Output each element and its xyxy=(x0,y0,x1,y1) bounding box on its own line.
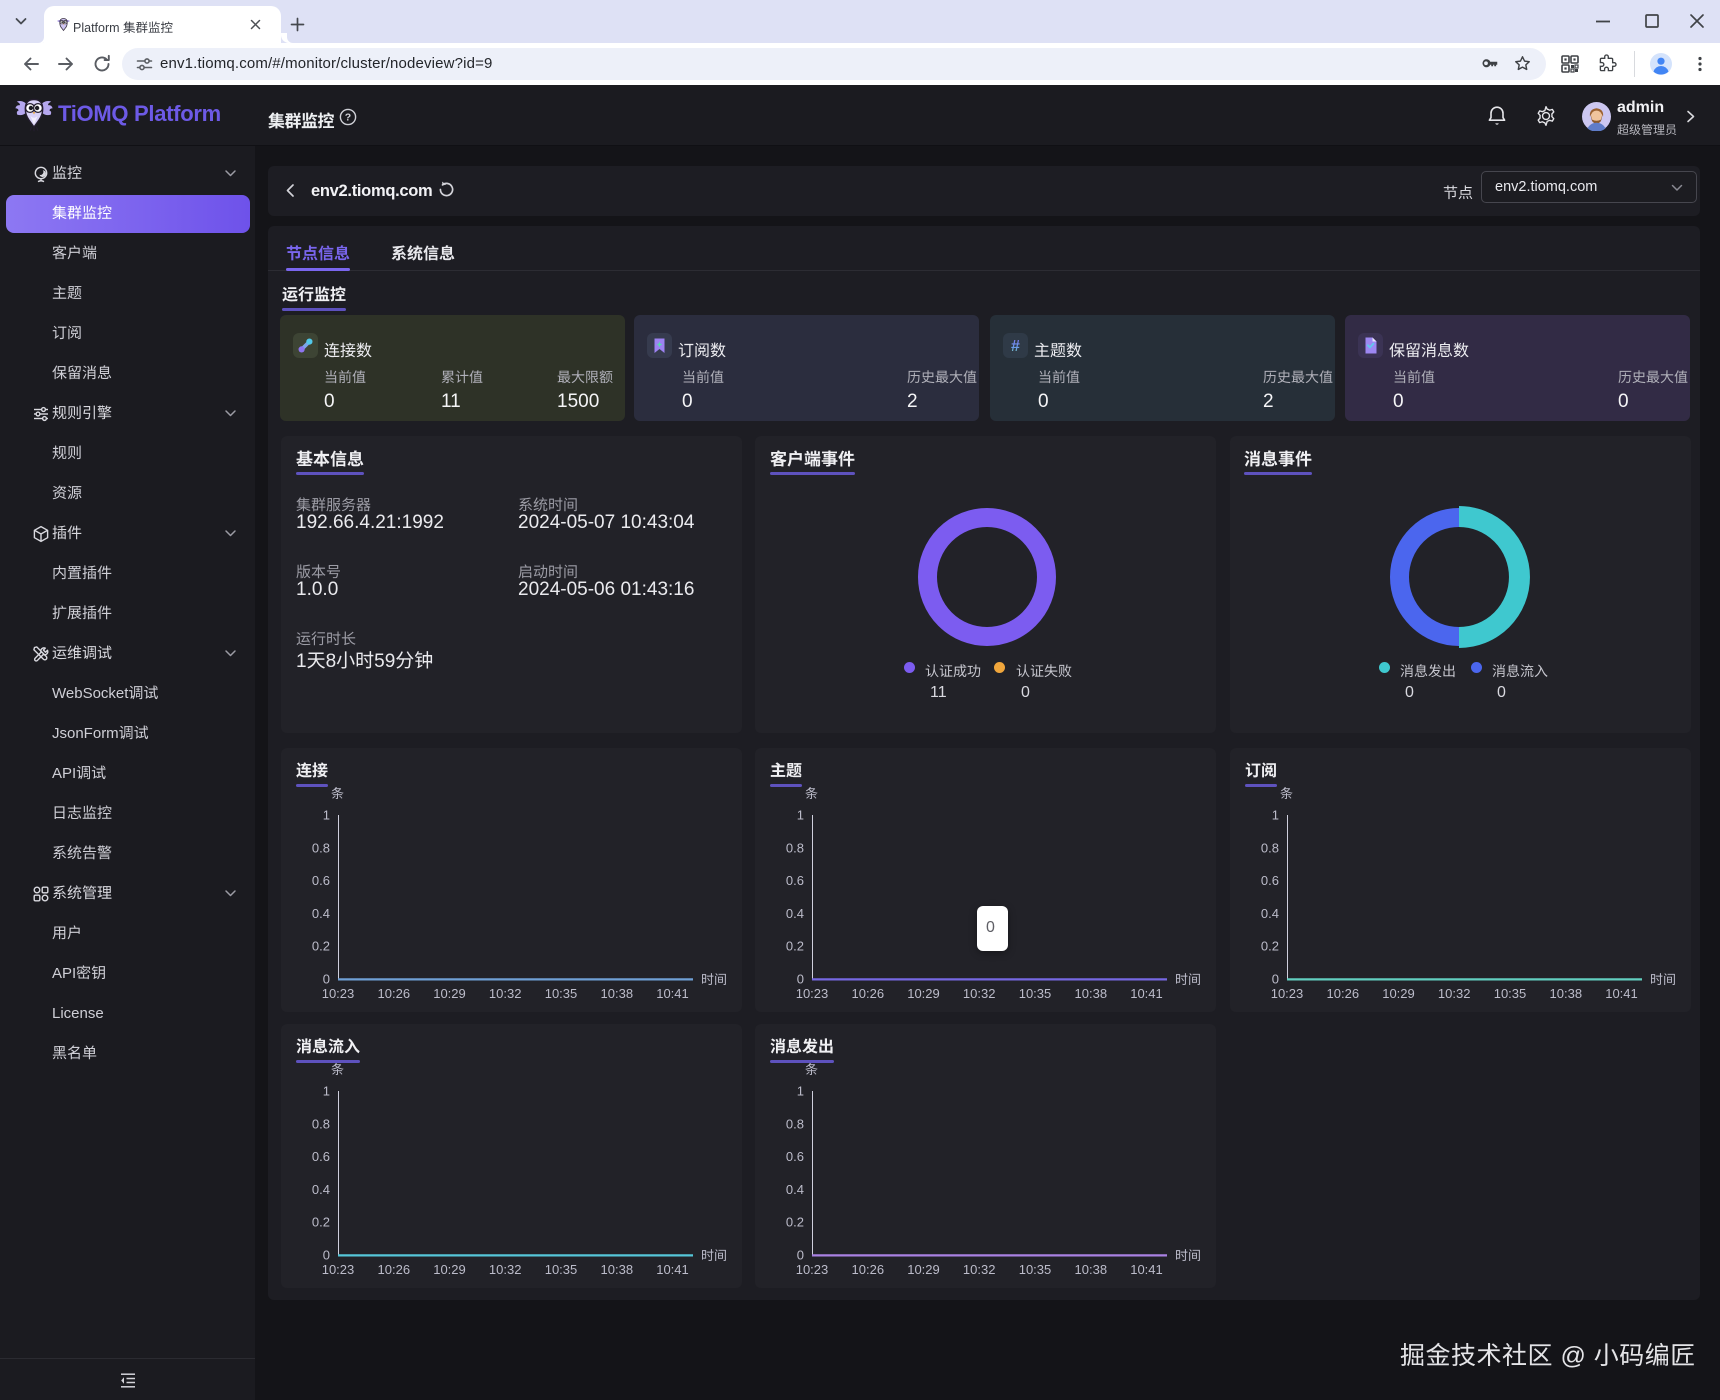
svg-text:1: 1 xyxy=(1272,808,1279,823)
svg-text:0: 0 xyxy=(797,972,804,987)
svg-text:10:41: 10:41 xyxy=(1605,986,1638,1001)
svg-text:10:23: 10:23 xyxy=(796,986,829,1001)
svg-text:条: 条 xyxy=(331,786,344,801)
svg-text:10:35: 10:35 xyxy=(545,1262,578,1277)
svg-text:10:23: 10:23 xyxy=(322,1262,355,1277)
svg-text:条: 条 xyxy=(805,1062,818,1077)
svg-text:10:29: 10:29 xyxy=(907,1262,940,1277)
svg-text:0.4: 0.4 xyxy=(786,906,804,921)
svg-text:1: 1 xyxy=(797,1084,804,1099)
svg-text:10:38: 10:38 xyxy=(601,1262,634,1277)
svg-text:0: 0 xyxy=(1272,972,1279,987)
svg-text:10:23: 10:23 xyxy=(322,986,355,1001)
svg-text:0.2: 0.2 xyxy=(312,939,330,954)
svg-text:10:35: 10:35 xyxy=(1019,1262,1052,1277)
svg-text:时间: 时间 xyxy=(701,972,727,987)
svg-text:1: 1 xyxy=(323,1084,330,1099)
svg-text:10:38: 10:38 xyxy=(601,986,634,1001)
svg-text:1: 1 xyxy=(797,808,804,823)
svg-text:1: 1 xyxy=(323,808,330,823)
svg-text:0.6: 0.6 xyxy=(786,1149,804,1164)
svg-text:时间: 时间 xyxy=(1650,972,1676,987)
svg-text:0: 0 xyxy=(323,972,330,987)
svg-text:时间: 时间 xyxy=(1175,972,1201,987)
svg-text:0: 0 xyxy=(797,1248,804,1263)
svg-text:10:35: 10:35 xyxy=(1494,986,1527,1001)
svg-text:0.4: 0.4 xyxy=(786,1182,804,1197)
svg-text:10:26: 10:26 xyxy=(852,1262,885,1277)
svg-text:10:29: 10:29 xyxy=(433,986,466,1001)
svg-text:10:32: 10:32 xyxy=(489,986,522,1001)
svg-text:0.6: 0.6 xyxy=(1261,873,1279,888)
svg-text:0.8: 0.8 xyxy=(1261,840,1279,855)
svg-text:10:26: 10:26 xyxy=(852,986,885,1001)
svg-text:0.6: 0.6 xyxy=(786,873,804,888)
svg-text:0.8: 0.8 xyxy=(312,1116,330,1131)
svg-text:10:26: 10:26 xyxy=(378,1262,411,1277)
svg-text:0.2: 0.2 xyxy=(786,1215,804,1230)
svg-text:10:41: 10:41 xyxy=(656,1262,689,1277)
svg-text:10:32: 10:32 xyxy=(963,986,996,1001)
svg-text:10:26: 10:26 xyxy=(1327,986,1360,1001)
svg-text:10:41: 10:41 xyxy=(656,986,689,1001)
svg-text:条: 条 xyxy=(331,1062,344,1077)
svg-text:条: 条 xyxy=(805,786,818,801)
svg-text:0.6: 0.6 xyxy=(312,873,330,888)
svg-text:0.8: 0.8 xyxy=(786,840,804,855)
svg-text:10:41: 10:41 xyxy=(1130,1262,1163,1277)
svg-text:10:23: 10:23 xyxy=(1271,986,1304,1001)
svg-text:条: 条 xyxy=(1280,786,1293,801)
svg-text:10:38: 10:38 xyxy=(1075,986,1108,1001)
svg-text:0.4: 0.4 xyxy=(312,1182,330,1197)
svg-text:10:29: 10:29 xyxy=(433,1262,466,1277)
svg-text:0: 0 xyxy=(323,1248,330,1263)
svg-text:10:29: 10:29 xyxy=(1382,986,1415,1001)
svg-text:0.8: 0.8 xyxy=(312,840,330,855)
svg-text:0.4: 0.4 xyxy=(312,906,330,921)
svg-text:10:26: 10:26 xyxy=(378,986,411,1001)
svg-text:10:32: 10:32 xyxy=(963,1262,996,1277)
svg-text:10:38: 10:38 xyxy=(1550,986,1583,1001)
svg-text:时间: 时间 xyxy=(701,1248,727,1263)
svg-text:0.8: 0.8 xyxy=(786,1116,804,1131)
svg-text:0.2: 0.2 xyxy=(786,939,804,954)
svg-text:时间: 时间 xyxy=(1175,1248,1201,1263)
svg-text:10:29: 10:29 xyxy=(907,986,940,1001)
svg-text:10:41: 10:41 xyxy=(1130,986,1163,1001)
svg-text:#: # xyxy=(1011,338,1020,355)
svg-text:10:38: 10:38 xyxy=(1075,1262,1108,1277)
svg-text:?: ? xyxy=(345,112,351,124)
svg-text:0.2: 0.2 xyxy=(1261,939,1279,954)
svg-text:10:32: 10:32 xyxy=(1438,986,1471,1001)
svg-text:10:32: 10:32 xyxy=(489,1262,522,1277)
svg-text:10:35: 10:35 xyxy=(1019,986,1052,1001)
svg-text:0.2: 0.2 xyxy=(312,1215,330,1230)
svg-text:10:35: 10:35 xyxy=(545,986,578,1001)
svg-text:10:23: 10:23 xyxy=(796,1262,829,1277)
svg-text:0.6: 0.6 xyxy=(312,1149,330,1164)
svg-text:0.4: 0.4 xyxy=(1261,906,1279,921)
